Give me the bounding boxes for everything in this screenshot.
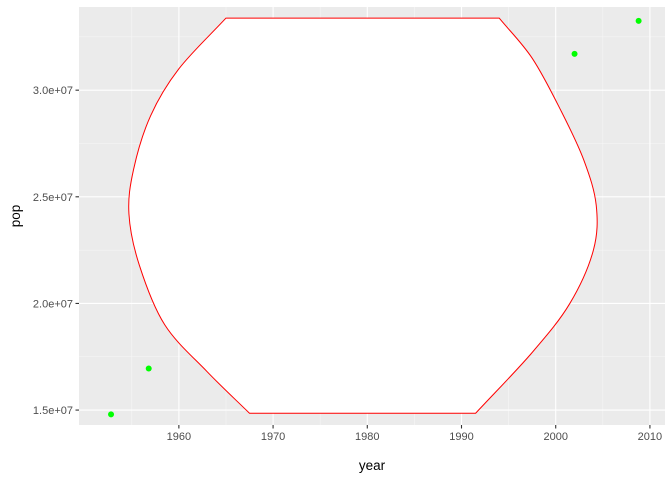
data-point — [108, 411, 115, 418]
x-tick-label: 1990 — [449, 431, 473, 443]
x-tick-label: 2010 — [638, 431, 662, 443]
x-tick-label: 1980 — [355, 431, 379, 443]
y-tick-label: 2.5e+07 — [33, 192, 73, 204]
points-layer — [108, 17, 642, 418]
data-point — [145, 365, 152, 372]
x-tick-label: 2000 — [543, 431, 567, 443]
outline-shape — [128, 17, 598, 414]
outline-layer — [128, 17, 598, 414]
x-tick-label: 1960 — [167, 431, 191, 443]
y-tick-label: 2.0e+07 — [33, 298, 73, 310]
y-tick-label: 1.5e+07 — [33, 405, 73, 417]
x-tick-label: 1970 — [261, 431, 285, 443]
y-tick-label: 3.0e+07 — [33, 85, 73, 97]
x-axis-title: year — [359, 458, 386, 473]
data-point — [571, 50, 578, 57]
data-point — [635, 17, 642, 24]
y-axis-title: pop — [8, 205, 23, 228]
tick-labels: 1960 1970 1980 1990 2000 2010 1.5e+07 2.0e+07 2.… — [33, 85, 662, 443]
axis-ticks — [75, 89, 651, 429]
